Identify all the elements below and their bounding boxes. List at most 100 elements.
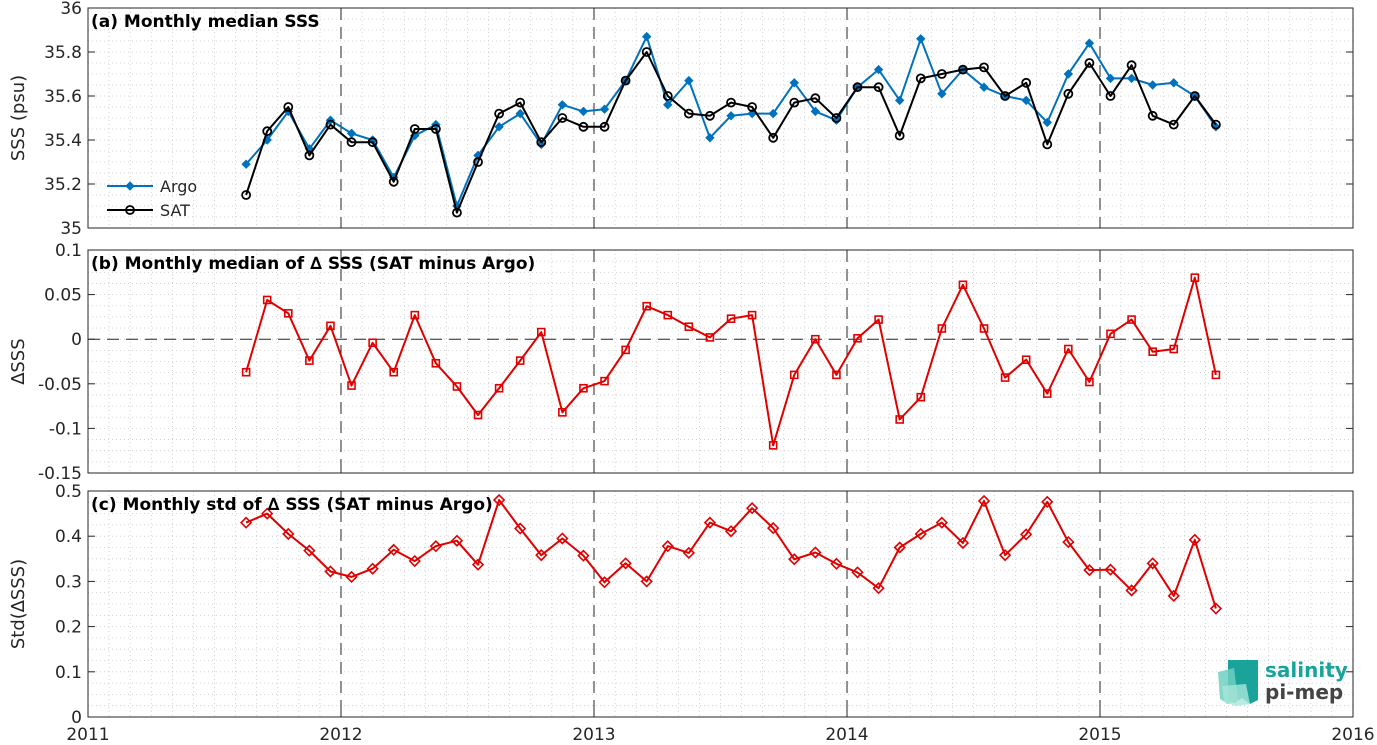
delta-series-point — [726, 314, 736, 323]
legend-sat-label: SAT — [160, 201, 190, 220]
delta-series-point — [1083, 563, 1096, 577]
panel-c-title: (c) Monthly std of ∆ SSS (SAT minus Argo… — [91, 495, 493, 515]
delta-series-point — [789, 370, 799, 380]
argo-series-point — [916, 34, 926, 44]
sat-series-point — [409, 124, 420, 134]
y-tick-label: 35.4 — [44, 131, 82, 151]
sat-series-point — [578, 121, 589, 132]
delta-series-point — [389, 367, 399, 377]
panel-b-ylabel: ∆SSS — [8, 338, 29, 385]
delta-series-point — [368, 338, 377, 348]
sat-series-point — [325, 119, 336, 130]
argo-series-point — [705, 133, 715, 143]
y-tick-label: 35.2 — [44, 175, 82, 195]
delta-series-point — [768, 441, 778, 450]
argo-series-point — [241, 159, 251, 169]
argo-series-point — [937, 89, 947, 99]
y-tick-label: 0.3 — [55, 572, 82, 592]
delta-series-point — [767, 521, 780, 535]
argo-series-point — [1126, 73, 1137, 84]
y-tick-label: -0.15 — [38, 464, 82, 484]
sat-series-point — [430, 124, 441, 134]
delta-series-point — [705, 333, 715, 342]
delta-series-point — [661, 540, 674, 553]
y-tick-label: 0 — [71, 330, 82, 350]
panel-c-axes-frame — [87, 490, 1354, 718]
delta-series-point — [788, 553, 801, 566]
delta-series-point — [914, 527, 927, 541]
delta-series-point — [515, 356, 525, 365]
delta-series-point — [1146, 557, 1159, 570]
panel-b-median-delta-sss: -0.15 -0.1 -0.05 0 0.05 0.1 (b) Monthly media… — [8, 241, 1354, 484]
sat-series-point — [1063, 88, 1074, 99]
delta-series-point — [494, 383, 504, 393]
sat-series-point — [789, 97, 800, 108]
argo-series-point — [894, 95, 905, 106]
delta-series-point — [958, 280, 968, 290]
delta-series-point — [514, 522, 527, 535]
sat-series-point — [620, 75, 631, 86]
argo-series-point — [979, 82, 989, 92]
y-tick-label: 0.4 — [55, 527, 82, 547]
argo-series-point — [494, 122, 504, 132]
delta-series-point — [809, 546, 822, 559]
delta-series-point — [998, 549, 1012, 562]
sat-series-point — [810, 93, 821, 104]
sat-series-point — [979, 62, 989, 73]
sat-series-point — [1042, 139, 1053, 150]
delta-series-point — [1104, 563, 1117, 576]
delta-series-point — [303, 544, 316, 557]
x-tick-label: 2013 — [572, 725, 615, 745]
delta-series-point — [830, 557, 843, 570]
delta-series-point — [450, 534, 464, 547]
delta-series-point — [1190, 273, 1200, 282]
x-tick-label: 2011 — [66, 725, 109, 745]
y-tick-label: -0.05 — [38, 375, 82, 395]
delta-series-point — [579, 383, 588, 393]
delta-series-point — [811, 334, 820, 344]
delta-series-point — [261, 507, 274, 520]
delta-series-point — [452, 382, 462, 391]
panel-b-title: (b) Monthly median of ∆ SSS (SAT minus A… — [91, 254, 535, 274]
sat-series-point — [1084, 58, 1095, 68]
delta-series-point — [431, 358, 441, 368]
delta-series-point — [1188, 533, 1201, 546]
delta-series-line — [245, 276, 1217, 447]
sat-series-point — [1105, 91, 1116, 101]
delta-series-point — [1125, 584, 1138, 597]
delta-series-point — [473, 410, 483, 420]
delta-series-point — [1209, 602, 1223, 615]
y-tick-label: 35 — [60, 219, 82, 239]
delta-series-point — [241, 367, 251, 377]
delta-series-point — [977, 494, 991, 508]
delta-series-point — [747, 310, 757, 320]
delta-series-point — [598, 576, 611, 589]
argo-series-point — [1021, 95, 1031, 106]
legend-argo-label: Argo — [160, 177, 197, 196]
panel-a-axes-frame — [87, 7, 1354, 229]
delta-series-point — [1041, 495, 1054, 508]
sat-series-point — [1168, 119, 1179, 130]
delta-series-point — [703, 516, 717, 529]
delta-series-point — [410, 310, 420, 320]
sat-series-point — [388, 176, 399, 187]
logo-text-pi-mep: pi-mep — [1265, 680, 1343, 704]
sat-series-point — [241, 190, 252, 200]
delta-series-point — [558, 408, 567, 417]
argo-series-point — [599, 104, 610, 114]
delta-series-point — [282, 527, 295, 541]
sat-series-point — [262, 126, 273, 137]
sat-series-point — [494, 108, 505, 119]
argo-series-point — [663, 100, 673, 110]
sat-series-point — [1189, 91, 1200, 101]
delta-series-point — [642, 301, 651, 311]
sat-series-point — [304, 150, 315, 161]
delta-series-point — [556, 532, 569, 545]
delta-series-point — [1064, 344, 1073, 354]
y-tick-label: 36 — [60, 0, 82, 19]
delta-series-point — [535, 549, 548, 562]
delta-series-point — [1169, 344, 1179, 354]
salinity-pimep-logo: salinity pi-mep — [1218, 658, 1348, 706]
sat-series-point — [641, 47, 652, 57]
